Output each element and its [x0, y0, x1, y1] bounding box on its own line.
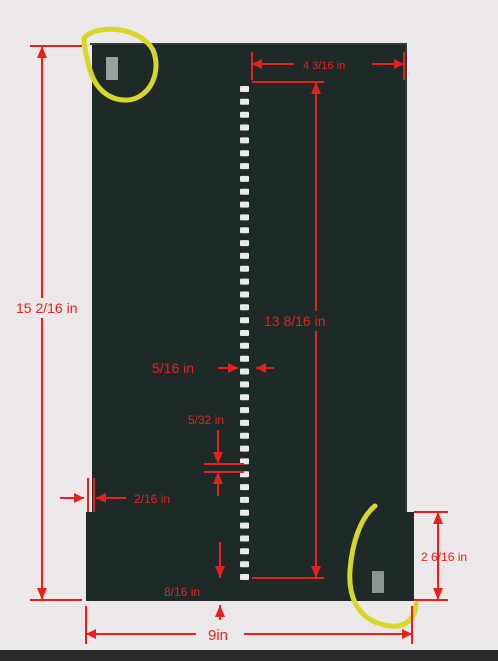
height-label-bg	[13, 298, 87, 318]
slot	[240, 368, 249, 375]
slot	[240, 432, 249, 439]
slot	[240, 419, 249, 426]
slot	[240, 509, 249, 516]
slot-column	[240, 86, 249, 580]
slot	[240, 265, 249, 272]
slot	[240, 407, 249, 414]
slot	[240, 522, 249, 529]
slot	[240, 355, 249, 362]
slot	[240, 317, 249, 324]
bottom-right-tab	[372, 571, 384, 593]
arrowheads	[37, 46, 443, 639]
slot	[240, 98, 249, 105]
slot	[240, 535, 249, 542]
slot	[240, 394, 249, 401]
top-left-tab	[106, 57, 118, 80]
slot	[240, 484, 249, 491]
slot	[240, 458, 249, 465]
metal-panel	[86, 44, 414, 601]
slot	[240, 214, 249, 221]
top-left-highlight	[81, 26, 159, 103]
top-right-offset-label: 4 3/16 in	[303, 60, 345, 72]
slot	[240, 561, 249, 568]
slot	[240, 496, 249, 503]
slot	[240, 124, 249, 131]
slot-column-length-label: 13 8/16 in	[264, 313, 326, 329]
slot	[240, 111, 249, 118]
offset-label-bg	[294, 56, 372, 72]
slot	[240, 137, 249, 144]
slot	[240, 381, 249, 388]
slot-spacing-label: 5/32 in	[188, 413, 224, 427]
slot	[240, 445, 249, 452]
overall-height-label: 15 2/16 in	[16, 300, 78, 316]
bottom-right-highlight	[347, 503, 419, 629]
slot	[240, 342, 249, 349]
slot	[240, 188, 249, 195]
slot	[240, 291, 249, 298]
slot	[240, 240, 249, 247]
notch-width-label: 2/16 in	[134, 492, 170, 506]
slot	[240, 163, 249, 170]
slot	[240, 227, 249, 234]
slot	[240, 252, 249, 259]
slot	[240, 330, 249, 336]
slot-width-label: 5/16 in	[152, 360, 194, 376]
slot	[240, 278, 249, 285]
slot	[240, 304, 249, 311]
overall-width-label: 9in	[208, 627, 228, 644]
panel-edge	[90, 43, 407, 512]
slot	[240, 574, 249, 580]
slot	[240, 150, 249, 157]
slot	[240, 548, 249, 555]
slot	[240, 86, 249, 92]
slot	[240, 175, 249, 182]
bottom-strip	[0, 650, 498, 661]
bottom-offset-label: 8/16 in	[164, 585, 200, 599]
notch-height-label: 2 6/16 in	[421, 550, 467, 564]
column-label-bg	[262, 311, 338, 331]
slot	[240, 201, 249, 208]
